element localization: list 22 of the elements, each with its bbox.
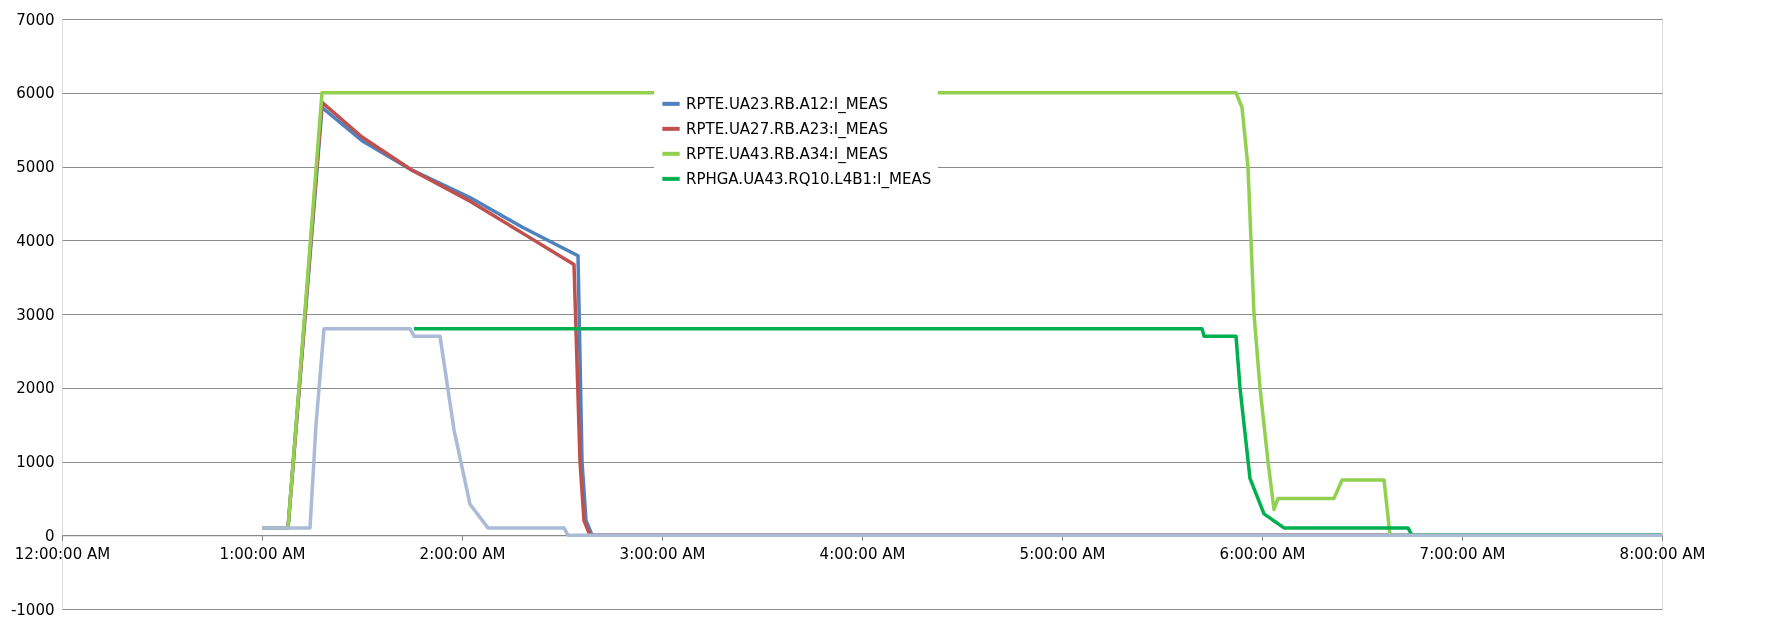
legend-label: RPTE.UA23.RB.A12:I_MEAS: [686, 94, 888, 114]
x-tick-label: 2:00:00 AM: [419, 544, 506, 563]
x-tick-label: 4:00:00 AM: [819, 544, 906, 563]
y-tick-label: 1000: [16, 453, 55, 471]
x-tick-label: 8:00:00 AM: [1619, 544, 1706, 563]
x-tick-label: 7:00:00 AM: [1419, 544, 1506, 563]
y-tick-label: 7000: [16, 10, 55, 29]
y-tick-label: 2000: [16, 379, 55, 398]
y-tick-label: 4000: [16, 231, 55, 250]
y-tick-label: 0: [44, 526, 55, 545]
y-tick-label: -1000: [10, 600, 55, 619]
y-tick-label: 5000: [16, 158, 55, 176]
x-tick-label: 6:00:00 AM: [1219, 544, 1306, 563]
x-tick-label: 5:00:00 AM: [1019, 544, 1106, 563]
legend-label: RPTE.UA43.RB.A34:I_MEAS: [686, 144, 888, 164]
legend-label: RPTE.UA27.RB.A23:I_MEAS: [686, 119, 888, 139]
y-tick-label: 3000: [16, 305, 55, 324]
x-tick-label: 12:00:00 AM: [14, 544, 111, 563]
x-tick-label: 1:00:00 AM: [219, 544, 306, 563]
y-tick-label: 6000: [16, 84, 55, 103]
legend-label: RPHGA.UA43.RQ10.L4B1:I_MEAS: [686, 169, 932, 189]
x-tick-label: 3:00:00 AM: [619, 544, 706, 563]
